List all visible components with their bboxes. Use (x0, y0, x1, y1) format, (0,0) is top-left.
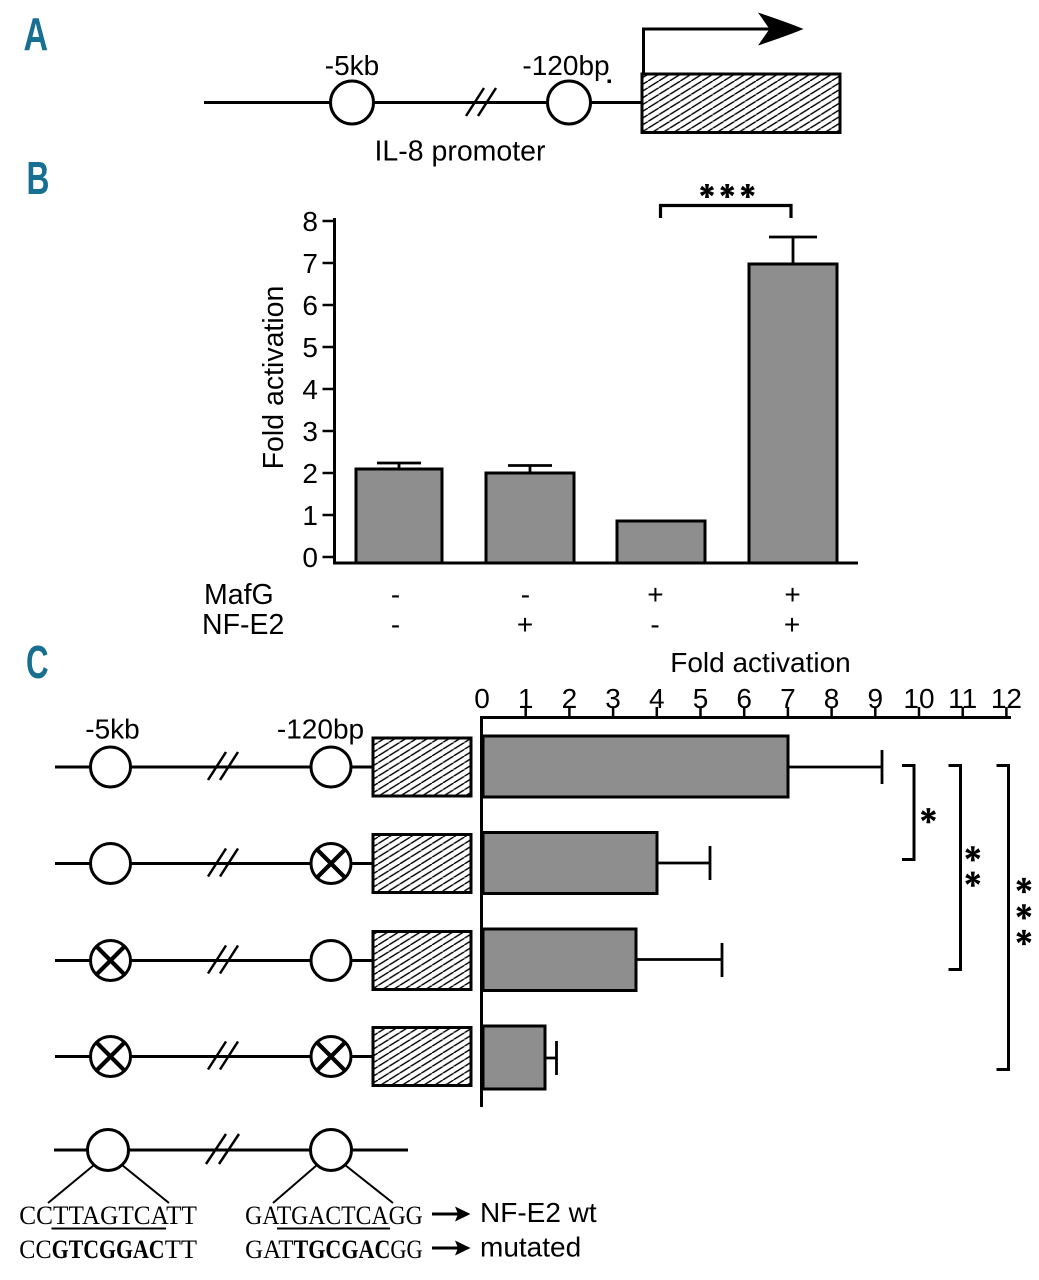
svg-text:0: 0 (474, 683, 490, 714)
svg-text:-5kb: -5kb (85, 714, 139, 745)
svg-text:+: + (784, 579, 800, 610)
svg-text:mutated: mutated (480, 1232, 581, 1263)
svg-text:8: 8 (302, 206, 318, 237)
svg-text:+: + (647, 579, 663, 610)
svg-text:2: 2 (302, 458, 318, 489)
svg-text:7: 7 (780, 683, 796, 714)
svg-text:-: - (650, 609, 659, 640)
svg-text:C: C (26, 637, 49, 688)
svg-text:-: - (391, 609, 400, 640)
svg-text:CC: CC (19, 1234, 51, 1264)
svg-text:-5kb: -5kb (325, 50, 379, 81)
svg-text:NF-E2: NF-E2 (202, 609, 284, 641)
svg-text:IL-8 promoter: IL-8 promoter (374, 136, 546, 168)
svg-text:4: 4 (649, 683, 665, 714)
svg-text:6: 6 (736, 683, 752, 714)
svg-text:12: 12 (991, 683, 1022, 714)
svg-text:10: 10 (903, 683, 934, 714)
svg-text:7: 7 (302, 248, 318, 279)
svg-text:4: 4 (302, 374, 318, 405)
svg-text:A: A (24, 8, 49, 60)
svg-text:GG: GG (390, 1234, 422, 1264)
svg-text:8: 8 (824, 683, 840, 714)
svg-text:TT: TT (165, 1234, 197, 1264)
svg-text:CCTTAGTCATT: CCTTAGTCATT (19, 1200, 197, 1230)
svg-text:B: B (27, 153, 50, 204)
svg-text:0: 0 (302, 542, 318, 573)
svg-text:MafG: MafG (204, 579, 274, 611)
svg-text:5: 5 (302, 332, 318, 363)
svg-text:-120bp: -120bp (522, 50, 609, 81)
svg-text:5: 5 (693, 683, 709, 714)
svg-text:Fold activation: Fold activation (258, 286, 290, 470)
svg-text:+: + (517, 609, 533, 640)
svg-text:6: 6 (302, 290, 318, 321)
svg-text:1: 1 (302, 500, 318, 531)
svg-text:Fold activation: Fold activation (670, 647, 851, 678)
svg-text:1: 1 (518, 683, 534, 714)
svg-text:-: - (391, 579, 400, 610)
svg-text:9: 9 (868, 683, 884, 714)
svg-text:-120bp: -120bp (277, 714, 364, 745)
svg-text:NF-E2 wt: NF-E2 wt (480, 1197, 597, 1228)
svg-text:GAT: GAT (245, 1234, 293, 1264)
svg-text:GATGACTCAGG: GATGACTCAGG (245, 1200, 423, 1230)
svg-text:-: - (521, 579, 530, 610)
svg-text:GTCGGAC: GTCGGAC (52, 1234, 165, 1264)
svg-text:3: 3 (605, 683, 621, 714)
svg-text:+: + (784, 609, 800, 640)
svg-text:3: 3 (302, 416, 318, 447)
svg-text:11: 11 (948, 683, 977, 714)
svg-text:TGCGAC: TGCGAC (294, 1234, 391, 1264)
svg-text:2: 2 (562, 683, 578, 714)
